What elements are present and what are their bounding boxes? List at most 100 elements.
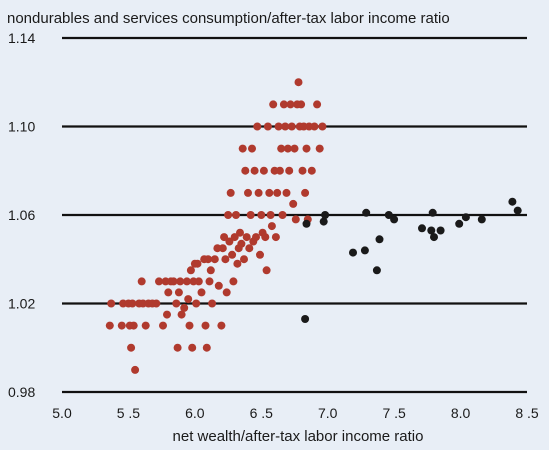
data-point	[436, 226, 445, 235]
data-point	[263, 122, 272, 131]
data-point	[265, 188, 274, 197]
data-point	[221, 255, 230, 264]
data-point	[129, 321, 138, 330]
data-point	[302, 219, 311, 228]
data-point	[202, 343, 211, 352]
data-point	[301, 188, 310, 197]
data-point	[313, 100, 322, 109]
data-point	[248, 144, 256, 153]
data-point	[307, 166, 316, 175]
data-point	[105, 321, 114, 330]
data-point	[418, 224, 426, 233]
data-point	[281, 122, 290, 131]
data-point	[269, 100, 278, 109]
data-point	[220, 233, 229, 242]
data-point	[222, 288, 231, 297]
data-point	[206, 266, 215, 275]
x-axis-label: net wealth/after-tax labor income ratio	[173, 428, 424, 445]
data-point	[205, 277, 214, 286]
data-point	[193, 259, 202, 268]
data-point	[208, 299, 217, 308]
data-point	[194, 277, 203, 286]
data-point	[164, 288, 173, 297]
data-point	[266, 211, 275, 219]
data-point	[315, 144, 324, 153]
data-point	[242, 233, 251, 242]
data-point	[274, 122, 283, 131]
data-point	[180, 303, 189, 312]
x-tick-labels: 5.0 5 .5 6.0 6 .5 7.0 7 .5 8.0 8 .5	[52, 405, 539, 421]
data-point	[285, 166, 294, 175]
data-point	[250, 166, 259, 175]
data-point	[244, 188, 252, 197]
data-point	[301, 315, 310, 323]
data-point	[267, 222, 276, 231]
data-point	[185, 321, 194, 330]
y-tick-label: 1.10	[8, 119, 35, 135]
data-point	[174, 288, 183, 297]
data-point	[461, 213, 470, 222]
data-point	[229, 277, 238, 286]
data-point	[297, 100, 306, 109]
x-tick-label: 7.0	[318, 405, 338, 421]
data-point	[302, 144, 311, 153]
data-point	[273, 188, 282, 197]
data-point	[427, 226, 436, 235]
data-point	[372, 266, 381, 275]
data-point	[237, 239, 246, 248]
data-point	[286, 100, 295, 109]
data-points	[105, 78, 522, 374]
data-point	[188, 343, 197, 352]
x-tick-label: 8 .5	[515, 405, 539, 421]
data-point	[318, 122, 327, 131]
data-point	[128, 299, 137, 308]
data-point	[291, 215, 300, 224]
chart-title: nondurables and services consumption/aft…	[7, 10, 450, 27]
data-point	[349, 248, 357, 257]
data-point	[230, 233, 239, 242]
data-point	[513, 206, 522, 215]
x-tick-label: 8.0	[451, 405, 471, 421]
data-point	[117, 321, 126, 330]
data-point	[176, 277, 185, 286]
data-point	[240, 255, 248, 264]
x-tick-label: 6 .5	[250, 405, 274, 421]
data-point	[226, 188, 235, 197]
data-point	[217, 321, 226, 330]
data-point	[455, 219, 464, 228]
y-tick-labels: 0.98 1.02 1.06 1.10 1.14	[8, 30, 35, 400]
data-point	[279, 100, 288, 109]
data-point	[246, 211, 255, 219]
data-point	[428, 208, 437, 217]
data-point	[197, 288, 206, 297]
y-tick-label: 1.14	[8, 30, 35, 46]
data-point	[289, 199, 298, 208]
y-tick-label: 1.02	[8, 296, 35, 312]
data-point	[163, 310, 171, 319]
data-point	[137, 277, 146, 286]
data-point	[218, 244, 227, 253]
data-point	[321, 211, 330, 219]
data-point	[214, 281, 223, 290]
data-point	[228, 250, 237, 259]
data-point	[261, 233, 270, 242]
data-point	[390, 215, 399, 224]
y-tick-label: 1.06	[8, 207, 35, 223]
data-point	[224, 211, 233, 219]
data-point	[172, 299, 181, 308]
data-point	[225, 237, 234, 246]
data-point	[508, 197, 517, 206]
x-tick-label: 5 .5	[117, 405, 141, 421]
data-point	[131, 365, 140, 374]
data-point	[360, 246, 369, 255]
data-point	[233, 259, 242, 268]
data-point	[127, 343, 136, 352]
data-point	[375, 235, 384, 244]
data-point	[177, 310, 186, 319]
data-point	[173, 343, 182, 352]
y-tick-label: 0.98	[8, 384, 35, 400]
data-point	[204, 255, 213, 264]
data-point	[201, 321, 210, 330]
data-point	[186, 266, 195, 275]
